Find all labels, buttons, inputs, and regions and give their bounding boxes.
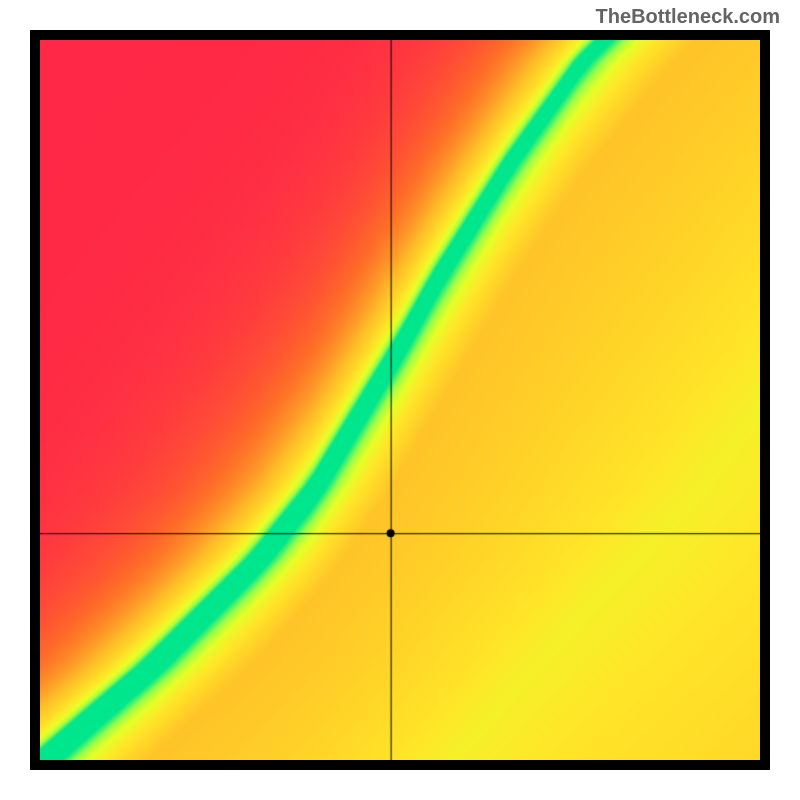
heatmap-canvas [40, 40, 760, 760]
watermark-text: TheBottleneck.com [596, 6, 780, 29]
outer-frame [30, 30, 770, 770]
plot-area [40, 40, 760, 760]
figure-container: TheBottleneck.com [0, 0, 800, 800]
